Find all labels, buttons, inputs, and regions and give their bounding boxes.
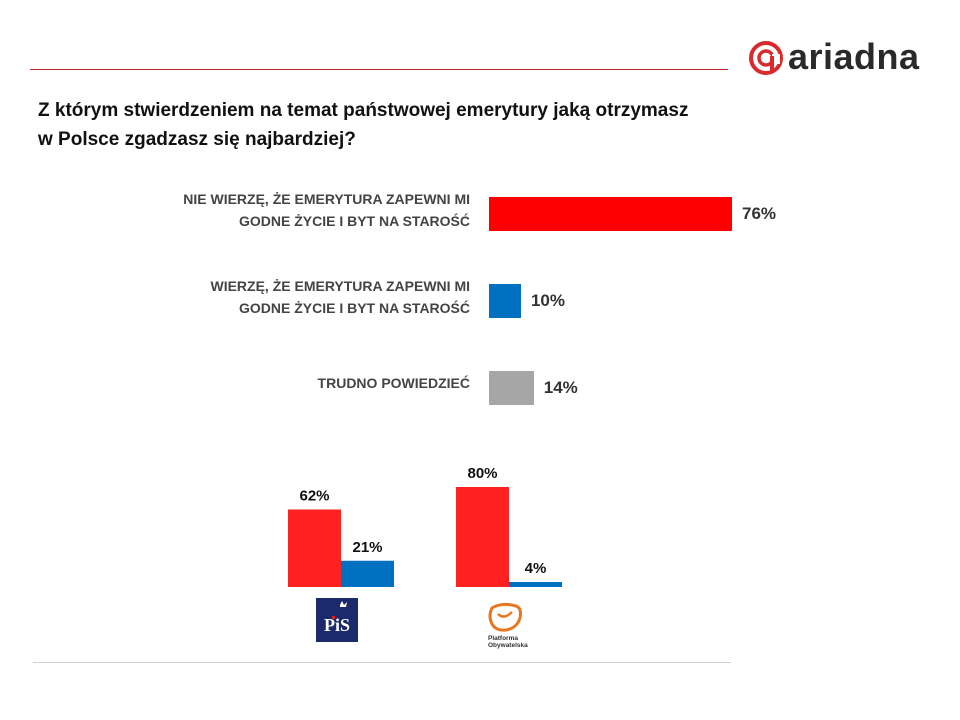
- overall-bar-value-label: 14%: [543, 378, 578, 397]
- overall-bar: [489, 284, 521, 318]
- overall-bar-category-label: TRUDNO POWIEDZIEĆ: [318, 372, 470, 394]
- overall-bar-category-label-line: NIE WIERZĘ, ŻE EMERYTURA ZAPEWNI MI: [183, 191, 470, 207]
- question-line-1: Z którym stwierdzeniem na temat państwow…: [38, 100, 689, 121]
- overall-bar-category-label: NIE WIERZĘ, ŻE EMERYTURA ZAPEWNI MI GODNE…: [183, 188, 470, 232]
- pis-logo: PiS: [316, 598, 358, 642]
- overall-bar-value-label: 76%: [742, 204, 777, 223]
- overall-bar-category-label-line: GODNE ŻYCIE I BYT NA STAROŚĆ: [238, 300, 470, 316]
- party-bar: [456, 487, 509, 587]
- overall-bar-category-label-line: WIERZĘ, ŻE EMERYTURA ZAPEWNI MI: [210, 278, 470, 294]
- overall-bar: [489, 197, 732, 231]
- po-logo-icon: Platforma Obywatelska: [488, 602, 528, 649]
- po-logo: Platforma Obywatelska: [480, 598, 540, 652]
- po-logo-text-1: Platforma: [488, 635, 518, 642]
- question-line-2: w Polsce zgadzasz się najbardziej?: [38, 129, 356, 150]
- header-divider: [30, 69, 728, 70]
- footer-divider: [33, 662, 731, 663]
- party-bar: [288, 509, 341, 587]
- question-title: Z którym stwierdzeniem na temat państwow…: [38, 96, 798, 154]
- ariadna-logo-mark-icon: [749, 41, 783, 75]
- overall-bar-category-label-line: GODNE ŻYCIE I BYT NA STAROŚĆ: [238, 213, 470, 229]
- party-bar-chart: 62% 21% 80% 4%: [288, 465, 562, 587]
- party-bar-value-label: 4%: [525, 560, 547, 577]
- party-bar-value-label: 80%: [467, 465, 497, 482]
- party-bar-value-label: 21%: [352, 539, 382, 556]
- pis-logo-text: PiS: [324, 615, 350, 635]
- party-bar: [341, 560, 394, 587]
- ariadna-logo: ariadna: [748, 36, 948, 82]
- overall-bar-value-label: 10%: [530, 291, 565, 310]
- po-logo-text-2: Obywatelska: [488, 642, 528, 649]
- party-bar-value-label: 62%: [299, 488, 329, 505]
- pis-logo-icon: PiS: [316, 598, 358, 642]
- ariadna-logo-text: ariadna: [788, 36, 920, 77]
- party-bar: [509, 582, 562, 587]
- pis-logo-bg: [316, 598, 358, 642]
- overall-bar-category-label-line: TRUDNO POWIEDZIEĆ: [317, 375, 470, 391]
- overall-bar: [489, 371, 534, 405]
- po-logo-shape: [488, 602, 522, 632]
- overall-bar-category-label: WIERZĘ, ŻE EMERYTURA ZAPEWNI MI GODNE ŻYC…: [210, 275, 470, 319]
